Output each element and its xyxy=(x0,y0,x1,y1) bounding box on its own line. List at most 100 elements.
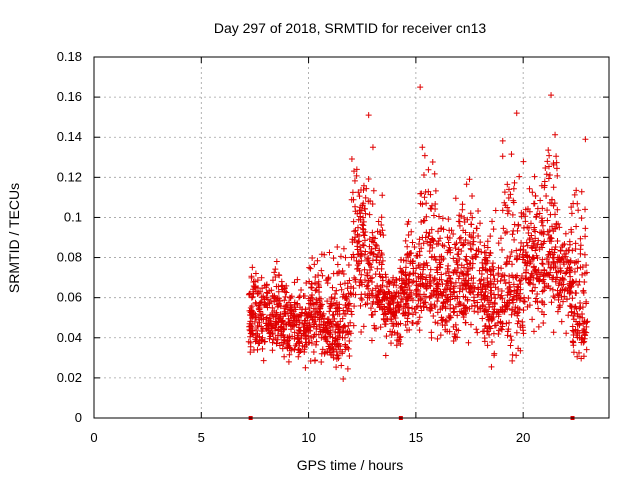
data-point xyxy=(356,260,363,267)
data-point xyxy=(467,210,474,217)
data-point xyxy=(573,332,580,339)
data-point xyxy=(517,281,524,288)
data-point xyxy=(294,332,301,339)
data-point xyxy=(560,259,567,266)
data-point xyxy=(536,278,543,285)
data-point xyxy=(297,304,304,311)
data-point xyxy=(378,261,385,268)
data-point xyxy=(253,327,260,334)
data-point xyxy=(535,276,542,283)
data-point xyxy=(486,304,493,311)
data-point xyxy=(545,175,552,182)
data-point xyxy=(333,287,340,294)
data-point xyxy=(535,237,542,244)
data-point xyxy=(261,338,268,345)
data-point xyxy=(574,353,581,360)
data-point xyxy=(435,213,442,220)
data-point xyxy=(251,278,258,285)
data-point xyxy=(498,273,505,280)
data-point xyxy=(353,166,360,173)
data-point xyxy=(412,309,419,316)
data-point xyxy=(271,269,278,276)
data-point xyxy=(582,233,589,240)
data-point xyxy=(359,241,366,248)
data-point xyxy=(533,295,540,302)
data-point xyxy=(251,284,258,291)
data-point xyxy=(329,351,336,358)
data-point xyxy=(432,187,439,194)
data-point xyxy=(491,350,498,357)
data-point xyxy=(475,248,482,255)
data-point xyxy=(246,290,253,297)
data-point xyxy=(424,262,431,269)
data-point xyxy=(390,282,397,289)
data-point xyxy=(475,233,482,240)
data-point xyxy=(529,287,536,294)
data-point xyxy=(445,247,452,254)
data-point xyxy=(387,328,394,335)
data-point xyxy=(421,152,428,159)
data-point xyxy=(426,294,433,301)
data-point xyxy=(505,195,512,202)
data-point xyxy=(428,226,435,233)
data-point xyxy=(354,251,361,258)
data-point xyxy=(409,239,416,246)
data-point xyxy=(541,266,548,273)
data-point xyxy=(501,272,508,279)
data-point xyxy=(442,322,449,329)
data-point xyxy=(550,293,557,300)
data-point xyxy=(409,258,416,265)
data-point xyxy=(562,253,569,260)
data-point xyxy=(489,267,496,274)
data-point xyxy=(563,296,570,303)
data-point xyxy=(498,265,505,272)
data-point xyxy=(582,206,589,213)
data-point xyxy=(369,287,376,294)
data-point xyxy=(417,271,424,278)
data-point xyxy=(445,296,452,303)
data-point xyxy=(329,341,336,348)
data-point xyxy=(279,282,286,289)
data-point xyxy=(259,285,266,292)
data-point xyxy=(269,347,276,354)
data-point xyxy=(306,339,313,346)
data-point xyxy=(488,363,495,370)
data-point xyxy=(308,334,315,341)
data-point xyxy=(504,210,511,217)
data-point xyxy=(524,303,531,310)
data-point xyxy=(292,342,299,349)
data-point xyxy=(290,314,297,321)
data-point xyxy=(310,349,317,356)
data-point xyxy=(418,245,425,252)
data-point xyxy=(358,329,365,336)
data-point xyxy=(255,305,262,312)
data-point xyxy=(334,243,341,250)
data-point xyxy=(374,291,381,298)
x-tick-label: 20 xyxy=(516,430,530,445)
data-point xyxy=(328,300,335,307)
data-point xyxy=(340,376,347,383)
data-point xyxy=(408,228,415,235)
data-point xyxy=(462,319,469,326)
data-point xyxy=(536,246,543,253)
data-point xyxy=(427,301,434,308)
data-point xyxy=(445,313,452,320)
data-point xyxy=(351,303,358,310)
data-point xyxy=(372,271,379,278)
data-point xyxy=(420,260,427,267)
data-point xyxy=(490,281,497,288)
data-point xyxy=(252,284,259,291)
data-point xyxy=(275,288,282,295)
data-point xyxy=(263,302,270,309)
data-point xyxy=(376,288,383,295)
axis-ticks: 0 0.02 0.04 0.06 0.08 0.1 0.12 0.14 0.16 0.18 0 5 10… xyxy=(57,49,609,445)
data-point xyxy=(298,335,305,342)
data-point xyxy=(550,228,557,235)
data-point xyxy=(447,291,454,298)
data-point xyxy=(360,232,367,239)
data-point xyxy=(351,274,358,281)
data-point xyxy=(444,286,451,293)
data-point xyxy=(581,279,588,286)
data-point xyxy=(573,278,580,285)
